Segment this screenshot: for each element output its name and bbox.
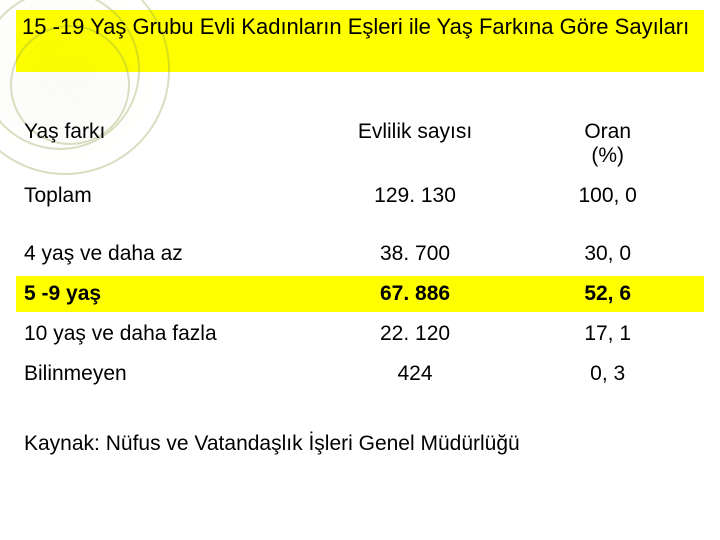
table-row-highlighted: 5 -9 yaş 67. 886 52, 6 (16, 276, 704, 312)
row-pct: 52, 6 (511, 276, 704, 312)
row-count: 22. 120 (319, 316, 512, 352)
total-label: Toplam (16, 178, 319, 214)
row-pct: 17, 1 (511, 316, 704, 352)
row-pct: 30, 0 (511, 236, 704, 272)
table-row: Bilinmeyen 424 0, 3 (16, 356, 704, 392)
row-count: 424 (319, 356, 512, 392)
source-prefix: Kaynak: (24, 432, 106, 455)
table-header-row: Yaş farkı Evlilik sayısı Oran (%) (16, 114, 704, 174)
row-count: 67. 886 (319, 276, 512, 312)
slide-background: 15 -19 Yaş Grubu Evli Kadınların Eşleri … (0, 0, 720, 540)
slide-title: 15 -19 Yaş Grubu Evli Kadınların Eşleri … (22, 14, 698, 40)
header-pct-line1: Oran (584, 120, 631, 143)
header-label: Yaş farkı (16, 114, 319, 174)
table-gap (16, 218, 704, 232)
total-pct: 100, 0 (511, 178, 704, 214)
source-line: Kaynak: Nüfus ve Vatandaşlık İşleri Gene… (16, 430, 704, 458)
total-count: 129. 130 (319, 178, 512, 214)
row-label: 5 -9 yaş (16, 276, 319, 312)
row-label: 4 yaş ve daha az (16, 236, 319, 272)
row-label: 10 yaş ve daha fazla (16, 316, 319, 352)
row-pct: 0, 3 (511, 356, 704, 392)
source-text: Nüfus ve Vatandaşlık İşleri Genel Müdürl… (106, 432, 520, 455)
slide-title-block: 15 -19 Yaş Grubu Evli Kadınların Eşleri … (16, 10, 704, 46)
header-pct: Oran (%) (511, 114, 704, 174)
source-block: Kaynak: Nüfus ve Vatandaşlık İşleri Gene… (16, 430, 704, 458)
row-count: 38. 700 (319, 236, 512, 272)
row-label: Bilinmeyen (16, 356, 319, 392)
table-row: 4 yaş ve daha az 38. 700 30, 0 (16, 236, 704, 272)
data-table: Yaş farkı Evlilik sayısı Oran (%) Toplam… (16, 110, 704, 396)
table-total-row: Toplam 129. 130 100, 0 (16, 178, 704, 214)
header-count: Evlilik sayısı (319, 114, 512, 174)
table-row: 10 yaş ve daha fazla 22. 120 17, 1 (16, 316, 704, 352)
header-pct-line2: (%) (591, 144, 624, 167)
